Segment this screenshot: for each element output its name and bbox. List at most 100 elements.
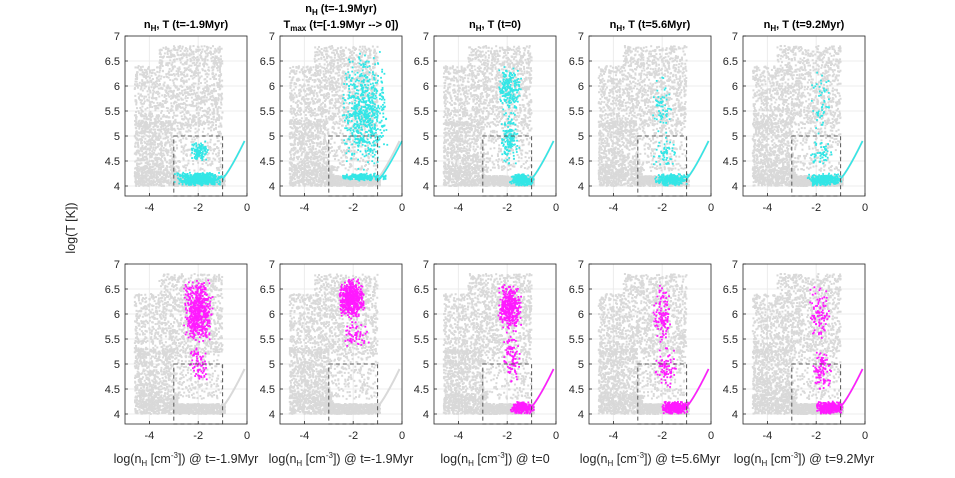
background-point (201, 124, 203, 126)
background-point (141, 125, 143, 127)
background-point (209, 109, 211, 111)
background-point (137, 183, 139, 185)
background-point (179, 161, 181, 163)
background-point (181, 90, 183, 92)
background-point (217, 69, 219, 71)
background-point (163, 129, 165, 131)
background-point (217, 66, 219, 68)
background-point (186, 48, 188, 50)
background-point (179, 45, 181, 47)
background-point (204, 61, 206, 63)
background-point (170, 134, 172, 136)
background-point (136, 71, 138, 73)
background-point (198, 129, 200, 131)
background-point (162, 100, 164, 102)
background-point (155, 116, 157, 118)
background-point (135, 80, 137, 82)
background-point (202, 69, 204, 71)
background-point (165, 98, 167, 100)
background-point (195, 128, 197, 130)
background-point (167, 95, 169, 97)
background-point (168, 48, 170, 50)
background-point (169, 56, 171, 58)
background-point (155, 74, 157, 76)
background-point (220, 166, 222, 168)
background-point (190, 65, 192, 67)
background-point (197, 73, 199, 75)
background-point (206, 46, 208, 48)
background-point (185, 137, 187, 139)
background-point (169, 145, 171, 147)
background-point (144, 69, 146, 71)
background-point (186, 50, 188, 52)
data-point (197, 172, 199, 174)
background-point (151, 106, 153, 108)
background-point (187, 121, 189, 123)
background-point (173, 73, 175, 75)
background-point (137, 125, 139, 127)
background-point (151, 154, 153, 156)
background-point (135, 142, 137, 144)
background-point (220, 126, 222, 128)
background-point (216, 49, 218, 51)
background-point (186, 63, 188, 65)
background-point (146, 107, 148, 109)
background-point (183, 114, 185, 116)
background-point (218, 169, 220, 171)
background-point (152, 163, 154, 165)
background-point (185, 61, 187, 63)
background-point (183, 166, 185, 168)
background-point (161, 49, 163, 51)
data-point (182, 184, 184, 186)
background-point (146, 166, 148, 168)
background-point (218, 126, 220, 128)
data-point (204, 183, 206, 185)
background-point (153, 174, 155, 176)
background-point (211, 126, 213, 128)
background-point (198, 87, 200, 89)
background-point (197, 162, 199, 164)
background-point (164, 96, 166, 98)
background-point (186, 74, 188, 76)
background-point (135, 127, 137, 129)
background-point (149, 72, 151, 74)
background-point (134, 120, 136, 122)
background-point (153, 129, 155, 131)
background-point (146, 162, 148, 164)
background-point (137, 66, 139, 68)
background-point (154, 158, 156, 160)
background-point (165, 133, 167, 135)
background-point (162, 176, 164, 178)
background-point (143, 96, 145, 98)
background-point (154, 129, 156, 131)
background-point (141, 106, 143, 108)
background-point (170, 138, 172, 140)
background-point (221, 116, 223, 118)
background-point (164, 178, 166, 180)
background-point (174, 59, 176, 61)
background-point (212, 53, 214, 55)
background-point (139, 154, 141, 156)
background-point (209, 78, 211, 80)
background-point (162, 121, 164, 123)
background-point (167, 110, 169, 112)
background-point (202, 131, 204, 133)
background-point (185, 104, 187, 106)
background-point (215, 78, 217, 80)
background-point (190, 154, 192, 156)
background-point (166, 92, 168, 94)
background-point (136, 116, 138, 118)
background-point (143, 115, 145, 117)
background-point (218, 161, 220, 163)
background-point (176, 147, 178, 149)
background-point (170, 70, 172, 72)
background-point (214, 98, 216, 100)
background-point (138, 124, 140, 126)
background-point (173, 112, 175, 114)
background-point (141, 136, 143, 138)
background-point (209, 158, 211, 160)
background-point (178, 95, 180, 97)
background-point (216, 167, 218, 169)
background-point (147, 170, 149, 172)
background-point (161, 156, 163, 158)
